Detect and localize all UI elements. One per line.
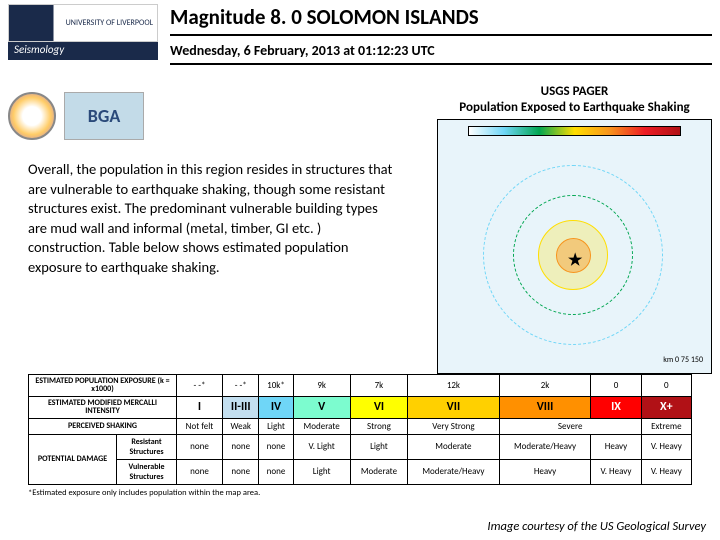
map-title-line2: Population Exposed to Earthquake Shaking bbox=[459, 100, 689, 115]
research-badge-icon bbox=[8, 92, 56, 140]
map-scale: km 0 75 150 bbox=[663, 355, 703, 365]
label-damage: POTENTIAL DAMAGE bbox=[29, 434, 117, 484]
page-subtitle: Wednesday, 6 February, 2013 at 01:12:23 … bbox=[170, 42, 712, 65]
row-mmi: ESTIMATED MODIFIED MERCALLI INTENSITY I … bbox=[29, 396, 692, 418]
label-resistant: Resistant Structures bbox=[117, 434, 177, 459]
header: UNIVERSITY OF LIVERPOOL Seismology Magni… bbox=[8, 4, 712, 65]
map-colorbar bbox=[468, 126, 681, 136]
map-block: USGS PAGER Population Exposed to Earthqu… bbox=[437, 84, 712, 374]
map-title-line1: USGS PAGER bbox=[541, 84, 609, 99]
image-credit: Image courtesy of the US Geological Surv… bbox=[487, 519, 706, 534]
label-shaking: PERCEIVED SHAKING bbox=[29, 418, 177, 434]
row-shaking: PERCEIVED SHAKING Not felt Weak Light Mo… bbox=[29, 418, 692, 434]
badge-row: BGA bbox=[8, 92, 144, 140]
university-logo: UNIVERSITY OF LIVERPOOL bbox=[8, 4, 158, 42]
logo-area: UNIVERSITY OF LIVERPOOL Seismology bbox=[8, 4, 158, 60]
label-population: ESTIMATED POPULATION EXPOSURE (k = x1000… bbox=[29, 375, 177, 397]
pager-map: ★ km 0 75 150 bbox=[437, 119, 712, 374]
epicenter-icon: ★ bbox=[568, 250, 582, 270]
map-title: USGS PAGER Population Exposed to Earthqu… bbox=[437, 84, 712, 115]
row-resistant: POTENTIAL DAMAGE Resistant Structures no… bbox=[29, 434, 692, 459]
seismology-logo: Seismology bbox=[8, 42, 158, 60]
exposure-table: ESTIMATED POPULATION EXPOSURE (k = x1000… bbox=[28, 374, 692, 485]
label-vulnerable: Vulnerable Structures bbox=[117, 459, 177, 484]
row-vulnerable: Vulnerable Structures none none none Lig… bbox=[29, 459, 692, 484]
label-mmi: ESTIMATED MODIFIED MERCALLI INTENSITY bbox=[29, 396, 177, 418]
title-block: Magnitude 8. 0 SOLOMON ISLANDS Wednesday… bbox=[170, 4, 712, 65]
row-population: ESTIMATED POPULATION EXPOSURE (k = x1000… bbox=[29, 375, 692, 397]
body-paragraph: Overall, the population in this region r… bbox=[28, 160, 398, 277]
table-footnote: *Estimated exposure only includes popula… bbox=[28, 488, 260, 498]
bga-badge: BGA bbox=[64, 92, 144, 140]
page-title: Magnitude 8. 0 SOLOMON ISLANDS bbox=[170, 4, 712, 36]
